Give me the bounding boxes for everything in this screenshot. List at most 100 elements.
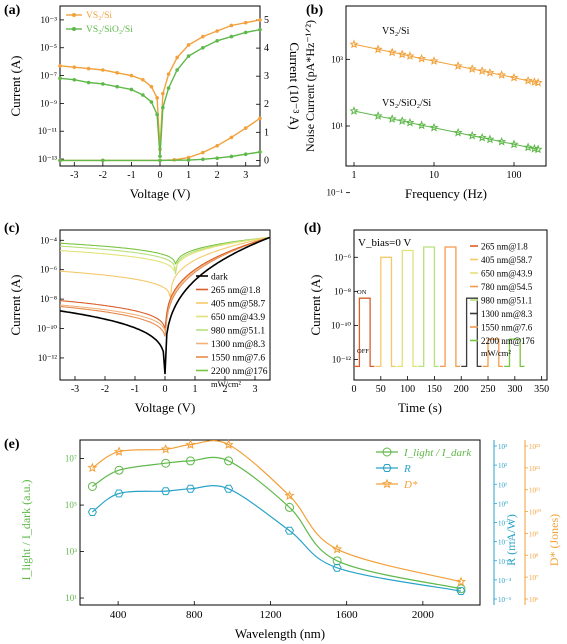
- chart-c-xlabel: Voltage (V): [135, 400, 196, 415]
- chart-a-legend-2: VS₂/SiO₂/Si: [86, 25, 133, 35]
- chart-a-ylabel-right: Current (10⁻³ A): [287, 42, 302, 129]
- chart-e-ylabel-right2: D* (Jones): [547, 514, 561, 566]
- chart-a-ytick-left-label: 10⁻¹¹: [38, 126, 57, 136]
- chart-e-legend-marker: [382, 464, 392, 472]
- chart-e-series-line: [92, 485, 462, 592]
- chart-a-point: [161, 105, 165, 110]
- chart-e-point: [332, 543, 343, 554]
- panel-label-c: (c): [4, 221, 20, 236]
- chart-c-legend-label: 2200 nm@176: [211, 367, 268, 377]
- chart-b-point: [509, 72, 519, 82]
- chart-b-point: [405, 51, 415, 60]
- chart-e-point: [284, 526, 295, 535]
- chart-a-point: [72, 65, 77, 70]
- chart-a-point: [101, 82, 105, 86]
- chart-a-point: [149, 84, 154, 89]
- chart-a-point: [58, 64, 62, 68]
- chart-b-point: [429, 122, 439, 132]
- chart-a-ytick-right-label: 5: [264, 15, 269, 26]
- chart-d-series-line: [396, 249, 418, 368]
- chart-e-series-line: [92, 440, 462, 583]
- chart-c-series-line: [59, 236, 271, 337]
- chart-a-ytick-right-label: 0: [264, 155, 269, 166]
- chart-b-point: [417, 120, 427, 130]
- chart-d-ytick-label: 10⁻⁸: [334, 286, 351, 296]
- chart-a-ytick-right-label: 1: [264, 127, 269, 138]
- chart-a-point: [201, 150, 205, 155]
- chart-c-legend-label: 405 nm@58.7: [211, 300, 265, 310]
- chart-d-xtick-label: 350: [534, 384, 549, 395]
- chart-c-series-line: [59, 236, 271, 375]
- chart-e-point: [87, 481, 97, 491]
- chart-b-point: [453, 127, 463, 137]
- chart-b-series-line: [353, 110, 539, 150]
- chart-a-point: [158, 158, 162, 163]
- chart-a-point: [175, 55, 179, 60]
- chart-d-xtick-label: 0: [352, 384, 357, 395]
- chart-e-ytick-right2-label: 10¹²: [529, 465, 540, 473]
- chart-a-ytick-left-label: 10⁻⁵: [40, 43, 57, 53]
- chart-a-ytick-right-label: 2: [264, 99, 269, 110]
- chart-b-point: [453, 61, 463, 70]
- chart-b-point: [523, 142, 533, 152]
- chart-e-ytick-left-label: 10³: [65, 547, 77, 557]
- chart-a-point: [155, 112, 159, 117]
- chart-d-legend-label: 1300 nm@8.3: [481, 309, 533, 319]
- chart-c-legend-label: 650 nm@43.9: [211, 313, 265, 323]
- chart-a-point: [229, 154, 234, 159]
- chart-e-ytick-left-label: 10⁷: [65, 454, 77, 464]
- chart-d-series-line: [482, 338, 503, 368]
- chart-d-ytick-label: 10⁻¹²: [332, 355, 351, 365]
- chart-b-ytick-label: 10¹: [331, 121, 343, 131]
- chart-d-xtick-label: 300: [507, 384, 522, 395]
- chart-b-series-label-1: VS₂/Si: [382, 26, 410, 37]
- chart-d-series-line: [354, 297, 375, 368]
- chart-b-point: [387, 114, 397, 123]
- chart-a-point: [149, 100, 154, 104]
- chart-b-point: [405, 117, 415, 127]
- chart-a-point: [243, 20, 248, 25]
- chart-e-legend-label: I_light / I_dark: [403, 447, 472, 459]
- chart-a-point: [72, 77, 77, 82]
- chart-d-xlabel: Time (s): [398, 400, 442, 415]
- chart-a-point: [129, 73, 134, 78]
- chart-a-xtick-label: -2: [99, 170, 107, 181]
- chart-e: 400 800 1200 1600 2000 10⁷ 10⁵ 10³ 10¹ 10³ 10² 10¹ 1…: [19, 439, 561, 641]
- chart-a-xtick-label: -1: [127, 170, 135, 181]
- chart-a-point: [141, 77, 145, 82]
- chart-e-ytick-left-label: 10¹: [65, 593, 77, 603]
- chart-a-ytick-right-label: 4: [264, 43, 269, 54]
- chart-d-series-line: [461, 297, 482, 368]
- chart-a-point: [243, 126, 248, 130]
- chart-a-point: [115, 70, 119, 75]
- chart-a-ytick-left-label: 10⁻⁷: [40, 71, 57, 81]
- chart-d-series-line: [504, 338, 525, 368]
- chart-a-point: [258, 150, 262, 154]
- chart-a-point: [115, 84, 119, 89]
- chart-e-ytick-right1-label: 10⁻⁴: [498, 577, 512, 585]
- chart-d: 0 50 100 150 200 250 300 35010⁻⁶10⁻⁸10⁻¹⁰10⁻¹² …: [308, 229, 549, 415]
- chart-b-point: [523, 75, 533, 85]
- chart-e-point: [223, 439, 234, 449]
- chart-e-ytick-right2-label: 10¹⁰: [529, 509, 541, 517]
- panel-label-d: (d): [304, 221, 321, 236]
- chart-e-point: [87, 462, 98, 473]
- chart-e-point: [456, 584, 466, 594]
- chart-b-ylabel: Noise Current (pA*Hz⁻¹ᐟ²): [303, 20, 317, 152]
- chart-a-point: [229, 34, 234, 39]
- chart-d-legend-unit: mW/cm²: [481, 348, 511, 358]
- chart-a-point: [201, 34, 205, 39]
- chart-a-xtick-label: 3: [243, 170, 248, 181]
- chart-e-ytick-right1-label: 10⁻²: [498, 539, 511, 547]
- chart-a-point: [166, 72, 171, 76]
- chart-e-ytick-right2-label: 10⁸: [529, 552, 539, 560]
- chart-b-xtick-label: 1: [352, 170, 357, 181]
- panel-label-b: (b): [306, 3, 323, 18]
- chart-c-xtick-label: 1: [193, 384, 198, 395]
- chart-b-xlabel: Frequency (Hz): [405, 186, 487, 201]
- chart-a-xtick-label: -3: [70, 170, 78, 181]
- chart-e-point: [114, 465, 124, 475]
- chart-a-legend-1: VS₂/Si: [86, 11, 112, 21]
- chart-e-ytick-right2-label: 10¹³: [529, 443, 540, 451]
- chart-b-xtick-label: 10: [429, 170, 439, 181]
